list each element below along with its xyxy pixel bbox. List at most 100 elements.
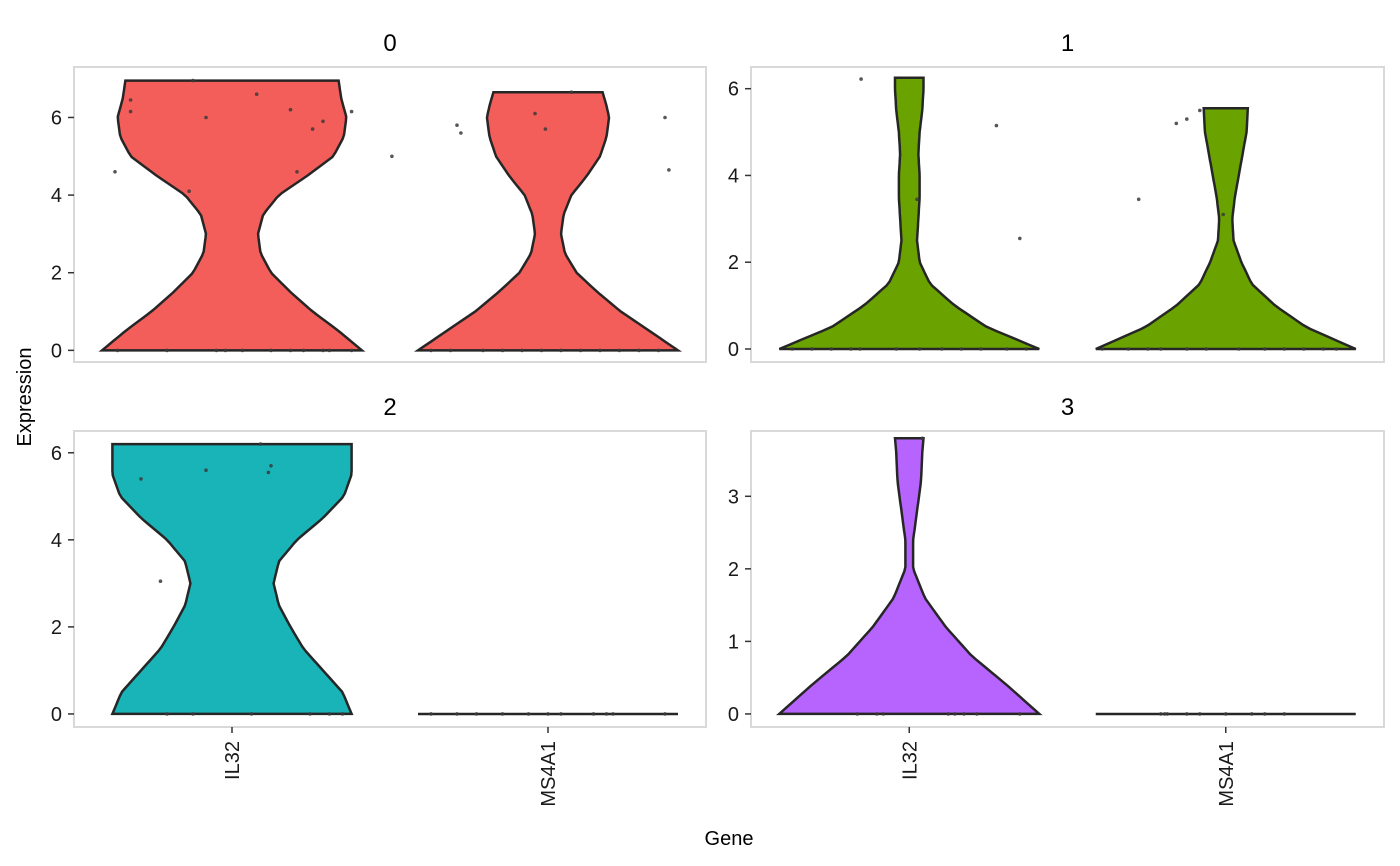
data-point <box>266 470 271 475</box>
data-point <box>953 712 957 716</box>
data-point <box>1198 108 1202 113</box>
y-tick-label: 2 <box>51 617 62 639</box>
data-point <box>569 90 574 94</box>
data-point <box>214 348 219 353</box>
data-point <box>617 348 622 353</box>
data-point <box>128 98 133 102</box>
y-axis-title: Expression <box>14 348 36 447</box>
y-tick-label: 4 <box>728 165 739 187</box>
data-point <box>128 109 133 114</box>
data-point <box>790 347 795 351</box>
data-point <box>1185 347 1189 351</box>
data-point <box>979 347 983 351</box>
data-point <box>1159 712 1163 716</box>
data-point <box>598 348 602 353</box>
y-tick-label: 4 <box>51 530 62 552</box>
data-point <box>295 170 299 174</box>
data-point <box>301 348 306 353</box>
data-point <box>881 712 886 716</box>
data-point <box>546 712 550 716</box>
data-point <box>915 197 919 202</box>
data-point <box>920 436 925 441</box>
data-point <box>191 712 195 716</box>
data-point <box>115 348 120 353</box>
data-point <box>994 123 999 128</box>
data-point <box>1005 347 1009 351</box>
panel-0: 0 0 2 4 6 <box>51 30 707 363</box>
x-tick-label: MS4A1 <box>538 741 560 807</box>
x-tick-label: MS4A1 <box>1216 741 1238 807</box>
data-point <box>249 712 254 716</box>
data-point <box>258 442 263 446</box>
data-point <box>855 712 860 716</box>
panel-2: 2 0 2 4 6 IL32 MS4A1 <box>51 394 707 807</box>
data-point <box>1136 197 1141 202</box>
data-point <box>940 347 944 351</box>
data-point <box>1126 347 1131 351</box>
data-point <box>520 348 524 353</box>
y-tick-label: 2 <box>728 252 739 274</box>
data-point <box>1250 712 1254 716</box>
data-point <box>559 348 563 353</box>
data-point <box>349 348 354 353</box>
data-point <box>667 168 671 172</box>
data-point <box>1237 347 1241 351</box>
panel-3: 3 0 1 2 3 IL32 MS4A1 <box>728 394 1385 807</box>
data-point <box>917 347 922 351</box>
data-point <box>1204 347 1209 351</box>
data-point <box>429 348 433 353</box>
y-tick-label: 6 <box>728 79 739 101</box>
data-point <box>113 170 117 174</box>
data-point <box>859 77 863 81</box>
data-point <box>500 348 505 353</box>
x-tick-label: IL32 <box>222 741 244 780</box>
data-point <box>340 712 345 716</box>
panel-title: 1 <box>1061 30 1074 57</box>
data-point <box>1018 712 1022 716</box>
data-point <box>539 348 544 353</box>
data-point <box>1282 712 1287 716</box>
violin-ms4a1 <box>1095 106 1357 351</box>
data-point <box>875 712 879 716</box>
data-point <box>663 115 667 120</box>
data-point <box>481 348 485 353</box>
violin-il32 <box>110 442 354 716</box>
panel-title: 2 <box>383 394 396 421</box>
data-point <box>1185 117 1189 121</box>
data-point <box>269 464 273 468</box>
violin-il32 <box>776 437 1043 716</box>
data-point <box>1221 212 1225 217</box>
x-tick-label: IL32 <box>899 741 921 780</box>
data-point <box>254 92 259 96</box>
data-point <box>1198 712 1202 716</box>
data-point <box>459 131 463 135</box>
data-point <box>849 347 853 351</box>
panels-layer: 0 0 2 4 6 1 0 2 4 6 2 0 2 4 6 IL32 MS4A1 3 0 1 2 3 IL32 MS4A1 <box>51 30 1385 807</box>
data-point <box>1321 347 1326 351</box>
data-point <box>288 348 293 353</box>
data-point <box>223 348 228 353</box>
data-point <box>165 712 169 716</box>
data-point <box>1146 347 1150 351</box>
x-axis-title: Gene <box>705 828 754 850</box>
data-point <box>1165 712 1170 716</box>
data-point <box>455 712 459 716</box>
data-point <box>1159 347 1163 351</box>
data-point <box>240 348 245 353</box>
data-point <box>611 712 615 716</box>
data-point <box>1263 712 1267 716</box>
data-point <box>269 348 273 353</box>
data-point <box>533 111 537 116</box>
data-point <box>1334 347 1339 351</box>
violin-il32 <box>98 79 366 352</box>
data-point <box>310 127 315 131</box>
data-point <box>1174 121 1179 126</box>
data-point <box>810 347 814 351</box>
y-tick-label: 2 <box>728 559 739 581</box>
panel-frame <box>73 430 707 728</box>
violin-ms4a1 <box>413 90 683 352</box>
data-point <box>604 712 609 716</box>
data-point <box>390 154 394 159</box>
data-point <box>455 123 459 127</box>
